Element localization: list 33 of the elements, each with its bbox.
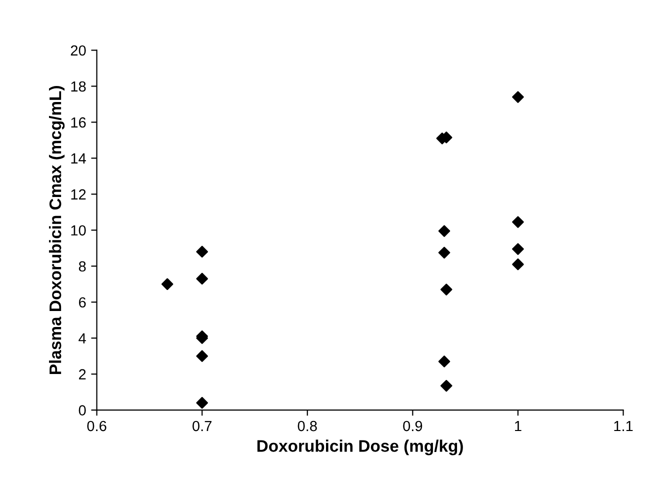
point: [438, 246, 450, 259]
point: [512, 258, 524, 270]
y-tick-label: 18: [71, 81, 86, 92]
y-tick-label: 12: [71, 189, 86, 200]
x-tick-label: 1: [515, 421, 522, 432]
point: [161, 278, 174, 290]
point: [196, 350, 208, 362]
y-axis-title: Plasma Doxorubicin Cmax (mcg/mL): [48, 86, 65, 374]
x-tick-label: 1.1: [614, 421, 633, 432]
point: [438, 356, 450, 368]
y-tick-label: 8: [78, 261, 86, 272]
point: [440, 380, 452, 392]
point: [512, 216, 524, 228]
y-tick-label: 6: [79, 297, 86, 308]
point: [512, 243, 524, 255]
y-tick-label: 2: [79, 369, 86, 380]
x-tick-label: 0.6: [87, 420, 106, 432]
x-tick-label: 0.7: [192, 420, 212, 432]
y-tick-label: 4: [78, 333, 86, 344]
x-tick-label: 0.9: [403, 420, 422, 432]
x-tick-label: 0.8: [298, 420, 317, 432]
point: [440, 284, 452, 296]
point: [196, 272, 208, 285]
y-tick-label: 14: [71, 153, 86, 164]
point: [196, 246, 208, 258]
point: [438, 225, 450, 237]
y-tick-label: 16: [71, 117, 86, 128]
point: [196, 396, 208, 409]
y-tick-label: 20: [70, 45, 86, 56]
x-axis-title: Doxorubicin Dose (mg/kg): [257, 440, 463, 456]
y-tick-label: 0: [78, 405, 86, 416]
point: [512, 91, 524, 103]
y-tick-label: 10: [71, 225, 86, 236]
